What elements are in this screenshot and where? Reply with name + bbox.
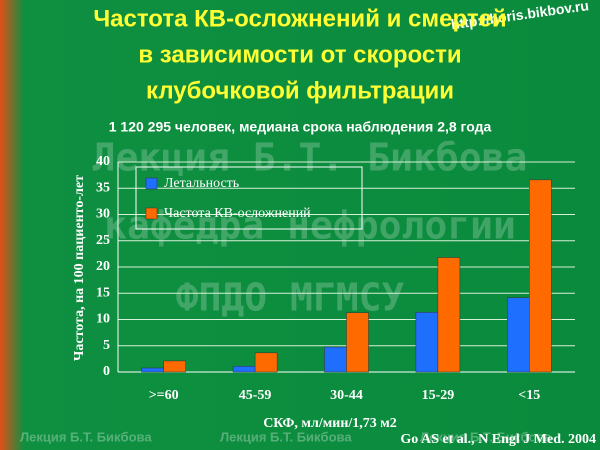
legend-swatch [145, 207, 158, 220]
legend-label: Летальность [164, 176, 239, 191]
watermarks: Лекция Б.Т. Бикбова кафедра нефрологии Ф… [93, 136, 528, 320]
bar [324, 346, 347, 373]
title: в зависимости от скорости [138, 41, 461, 68]
title: Частота КВ-осложнений и смертей [93, 5, 506, 32]
legend: Летальность Частота КВ-осложнений [135, 166, 363, 230]
bar [232, 366, 256, 373]
footer-watermarks: Лекция Б.Т. Бикбова Лекция Б.Т. Бикбова … [20, 429, 552, 444]
watermark: кафедра нефрологии [104, 204, 516, 248]
watermark: Лекция Б.Т. Бикбова [93, 136, 528, 180]
x-tick-label: <15 [518, 388, 540, 403]
x-tick-label: 30-44 [330, 388, 363, 403]
y-tick-label: 30 [96, 207, 110, 222]
y-tick-label: 10 [96, 312, 110, 327]
citation: Go AS et al., N Engl J Med. 2004 [400, 432, 596, 447]
watermark: Лекция Б.Т. Бикбова [20, 429, 152, 444]
y-tick-label: 25 [96, 233, 110, 248]
x-axis-title: СКФ, мл/мин/1,73 м2 [263, 416, 397, 431]
legend-swatch [145, 177, 158, 190]
y-axis-title: Частота, на 100 пациенто-лет [72, 175, 87, 361]
x-tick-label: 15-29 [422, 388, 455, 403]
y-tick-label: 15 [96, 285, 110, 300]
watermark: Лекция Б.Т. Бикбова [420, 429, 552, 444]
x-tick-label: 45-59 [239, 388, 272, 403]
y-tick-label: 0 [103, 364, 110, 379]
watermark: Лекция Б.Т. Бикбова [220, 429, 352, 444]
watermark: ФПДО МГМСУ [176, 276, 405, 320]
legend-box [135, 166, 363, 230]
title: клубочковой фильтрации [146, 77, 454, 104]
y-tick-label: 35 [96, 180, 110, 195]
y-tick-label: 20 [96, 259, 110, 274]
bar [437, 257, 461, 373]
y-tick-label: 5 [103, 338, 110, 353]
bar [529, 179, 552, 373]
subtitle: 1 120 295 человек, медиана срока наблюде… [109, 119, 492, 135]
bar [254, 352, 278, 373]
y-tick-label: 40 [96, 154, 110, 169]
legend-label: Частота КВ-осложнений [164, 206, 311, 221]
bar [507, 297, 530, 373]
x-tick-label: >=60 [149, 388, 179, 403]
bar [415, 312, 439, 373]
bar [163, 360, 186, 373]
bar [346, 312, 369, 373]
bar [141, 367, 164, 373]
